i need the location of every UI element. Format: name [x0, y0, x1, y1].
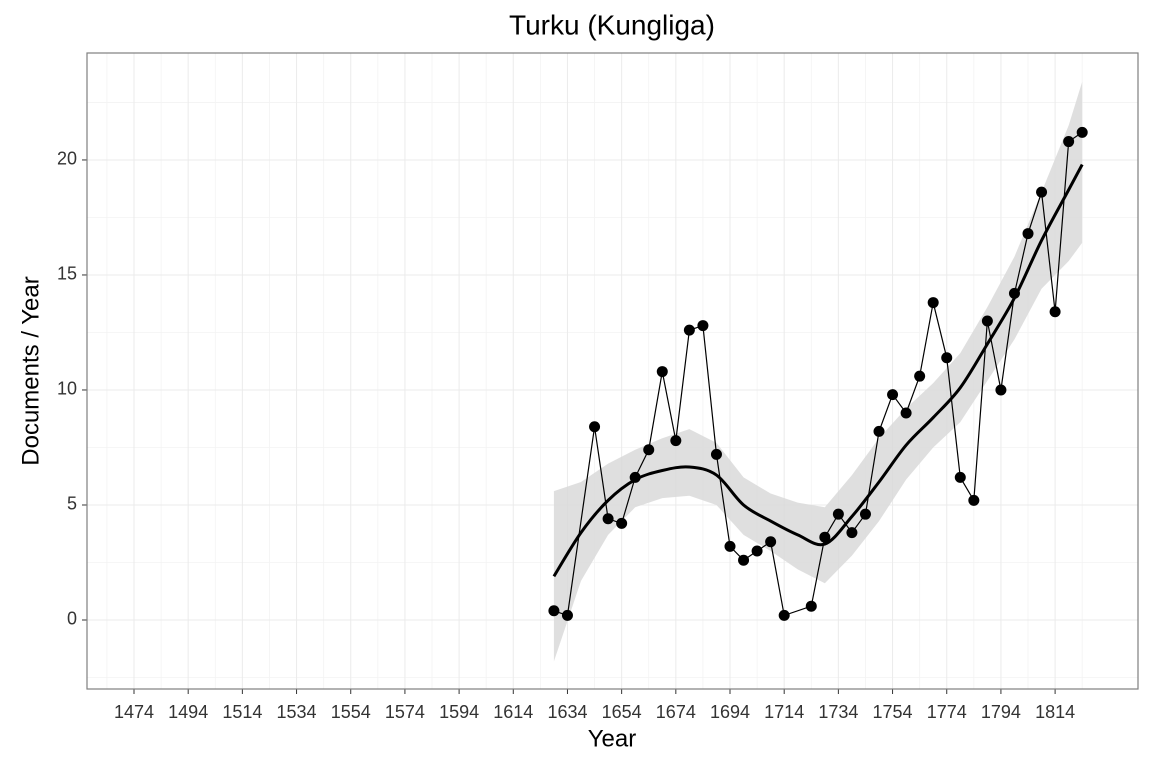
x-tick-label: 1774 [927, 702, 967, 722]
smooth-line [552, 163, 1084, 578]
data-point [1063, 136, 1075, 148]
data-point [832, 508, 844, 520]
x-tick-label: 1594 [439, 702, 479, 722]
data-point [846, 527, 858, 539]
x-tick-label: 1614 [493, 702, 533, 722]
plot-border [86, 52, 1139, 690]
data-point [778, 609, 790, 621]
x-tick-label: 1514 [222, 702, 262, 722]
x-tick-label: 1494 [168, 702, 208, 722]
chart-title: Turku (Kungliga) [509, 9, 715, 40]
data-point [710, 448, 722, 460]
x-tick-label: 1754 [873, 702, 913, 722]
data-point [900, 407, 912, 419]
x-tick-label: 1654 [602, 702, 642, 722]
x-tick-label: 1714 [764, 702, 804, 722]
x-tick-label: 1534 [277, 702, 317, 722]
data-point [968, 494, 980, 506]
data-point [656, 366, 668, 378]
data-point [589, 421, 601, 433]
data-point [697, 320, 709, 332]
data-point [751, 545, 763, 557]
data-point [1022, 228, 1034, 240]
y-axis-title: Documents / Year [17, 276, 44, 465]
data-point [670, 435, 682, 447]
data-point [643, 444, 655, 456]
data-line [553, 131, 1083, 617]
x-tick-label: 1694 [710, 702, 750, 722]
y-tick-label: 15 [57, 264, 77, 284]
x-tick-label: 1554 [331, 702, 371, 722]
x-tick-label: 1794 [981, 702, 1021, 722]
data-point [616, 517, 628, 529]
x-tick-label: 1634 [547, 702, 587, 722]
data-point [995, 384, 1007, 396]
data-point [724, 540, 736, 552]
x-tick-label: 1734 [818, 702, 858, 722]
data-point [819, 531, 831, 543]
x-tick-label: 1574 [385, 702, 425, 722]
data-point [1008, 287, 1020, 299]
data-point [548, 605, 560, 617]
data-point [859, 508, 871, 520]
data-point [941, 352, 953, 364]
data-point [683, 324, 695, 336]
data-point [954, 471, 966, 483]
x-axis-title: Year [588, 725, 637, 752]
data-point [629, 471, 641, 483]
data-point [1036, 186, 1048, 198]
data-point [1076, 126, 1088, 138]
y-tick-label: 20 [57, 149, 77, 169]
data-point [1049, 306, 1061, 318]
data-point [981, 315, 993, 327]
y-tick-label: 5 [67, 494, 77, 514]
data-point [738, 554, 750, 566]
data-point [927, 297, 939, 309]
y-tick-label: 10 [57, 379, 77, 399]
data-point [873, 425, 885, 437]
data-point [602, 513, 614, 525]
x-tick-label: 1474 [114, 702, 154, 722]
data-point [765, 536, 777, 548]
data-point [561, 609, 573, 621]
data-point [914, 370, 926, 382]
x-tick-label: 1674 [656, 702, 696, 722]
y-tick-label: 0 [67, 609, 77, 629]
data-point [887, 389, 899, 401]
data-point [805, 600, 817, 612]
x-tick-label: 1814 [1035, 702, 1075, 722]
